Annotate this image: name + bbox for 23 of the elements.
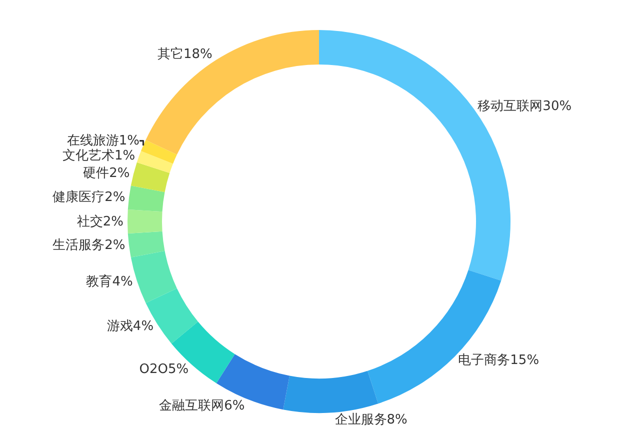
slice-label: 在线旅游1% — [66, 133, 140, 148]
slice-label: 企业服务8% — [334, 412, 408, 428]
slice-label: 其它18% — [157, 46, 212, 62]
slice-label: 健康医疗2% — [52, 190, 126, 205]
slice-label: 电子商务15% — [458, 353, 540, 368]
donut-slice — [146, 30, 319, 155]
slice-label: 移动互联网30% — [478, 98, 572, 114]
slice-label: 社交2% — [76, 214, 124, 230]
donut-slice — [128, 186, 165, 212]
slice-label: 金融互联网6% — [159, 398, 245, 414]
donut-slice — [136, 151, 173, 173]
donut-slice — [128, 209, 162, 234]
slice-label: 游戏4% — [106, 318, 154, 334]
slice-label: 硬件2% — [83, 166, 130, 181]
slice-label: O2O5% — [139, 362, 189, 377]
slice-label: 教育4% — [86, 273, 133, 290]
donut-slice — [130, 250, 177, 304]
donut-slice — [128, 231, 165, 258]
slice-label: 生活服务2% — [52, 238, 126, 254]
donut-slice — [140, 140, 177, 164]
donut-slice — [283, 370, 378, 413]
donut-slice — [130, 162, 170, 192]
slice-label: 文化艺术1% — [62, 148, 136, 164]
